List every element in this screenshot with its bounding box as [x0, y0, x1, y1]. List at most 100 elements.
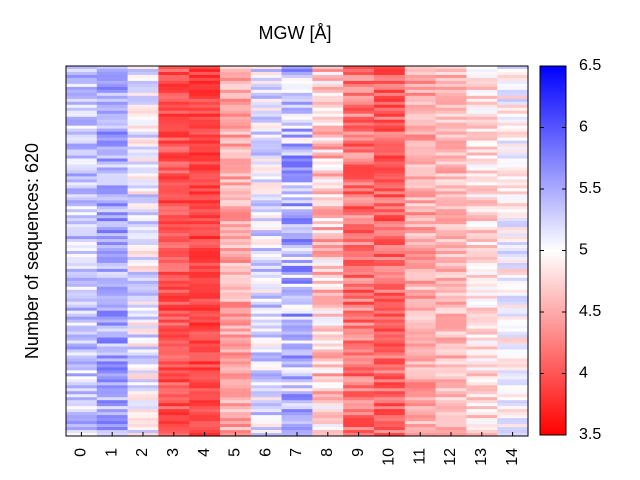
heatmap-cell: [435, 212, 467, 216]
heatmap-cell: [404, 71, 437, 76]
heatmap-cell: [158, 319, 190, 324]
heatmap-cell: [250, 409, 283, 413]
heatmap-cell: [250, 131, 283, 136]
heatmap-cell: [66, 122, 98, 127]
heatmap-cell: [250, 382, 283, 386]
heatmap-cell: [312, 110, 344, 115]
heatmap-cell: [343, 200, 375, 204]
heatmap-cell: [466, 397, 498, 401]
heatmap-cell: [66, 239, 98, 243]
heatmap-cell: [250, 331, 283, 336]
heatmap-cell: [466, 188, 498, 192]
heatmap-cell: [96, 406, 129, 410]
colorbar-tick-label: 6: [579, 119, 588, 136]
heatmap-cell: [250, 361, 283, 365]
heatmap-cell: [127, 316, 159, 321]
heatmap-cell: [250, 95, 283, 100]
heatmap-cell: [466, 113, 498, 118]
heatmap-cell: [435, 400, 467, 404]
heatmap-cell: [281, 122, 313, 127]
heatmap-cell: [466, 331, 498, 336]
heatmap-cell: [435, 230, 467, 234]
heatmap-cell: [312, 424, 344, 428]
heatmap-cell: [343, 131, 375, 136]
heatmap-cell: [189, 370, 221, 374]
x-tick-label: 8: [319, 448, 336, 457]
heatmap-cell: [281, 188, 313, 192]
heatmap-cell: [158, 262, 190, 267]
heatmap-cell: [66, 143, 98, 148]
heatmap-cell: [66, 367, 98, 371]
heatmap-cell: [435, 271, 467, 276]
heatmap-cell: [281, 227, 313, 231]
heatmap-cell: [374, 418, 406, 422]
heatmap-cell: [466, 98, 498, 103]
heatmap-cell: [497, 364, 529, 368]
heatmap-cell: [374, 304, 406, 309]
heatmap-cell: [497, 355, 529, 360]
heatmap-cell: [189, 98, 221, 103]
heatmap-cell: [96, 134, 129, 139]
heatmap-cell: [404, 391, 437, 395]
heatmap-cell: [404, 322, 437, 327]
heatmap-cell: [220, 158, 252, 163]
heatmap-cell: [220, 253, 252, 258]
heatmap-cell: [250, 176, 283, 180]
heatmap-cell: [374, 80, 406, 85]
heatmap-cell: [404, 337, 437, 342]
heatmap-cell: [220, 161, 252, 166]
heatmap-cell: [404, 421, 437, 425]
heatmap-cell: [66, 259, 98, 264]
heatmap-cell: [281, 421, 313, 425]
heatmap-cell: [374, 295, 406, 300]
heatmap-cell: [343, 277, 375, 282]
heatmap-cell: [374, 277, 406, 282]
heatmap-cell: [343, 379, 375, 383]
heatmap-cell: [466, 289, 498, 294]
heatmap-cell: [404, 409, 437, 413]
heatmap-cell: [66, 242, 98, 246]
heatmap-cell: [66, 361, 98, 365]
heatmap-cell: [497, 200, 529, 204]
heatmap-cell: [281, 289, 313, 294]
heatmap-cell: [250, 149, 283, 154]
heatmap-cell: [96, 173, 129, 177]
heatmap-cell: [66, 71, 98, 76]
heatmap-cell: [127, 74, 159, 79]
heatmap-cell: [127, 277, 159, 282]
heatmap-cell: [466, 346, 498, 351]
heatmap-cell: [127, 307, 159, 312]
heatmap-cell: [158, 412, 190, 416]
heatmap-cell: [127, 385, 159, 389]
heatmap-cell: [96, 155, 129, 160]
heatmap-cell: [435, 280, 467, 285]
heatmap-cell: [158, 343, 190, 348]
heatmap-cell: [435, 403, 467, 407]
heatmap-cell: [66, 418, 98, 422]
heatmap-cell: [66, 230, 98, 234]
heatmap-cell: [435, 83, 467, 88]
heatmap-cell: [497, 110, 529, 115]
x-tick-label: 0: [73, 448, 90, 457]
heatmap-cell: [281, 236, 313, 240]
heatmap-cell: [250, 86, 283, 91]
heatmap-cell: [374, 86, 406, 91]
heatmap-cell: [158, 152, 190, 157]
heatmap-cell: [435, 418, 467, 422]
heatmap-cell: [66, 197, 98, 201]
heatmap-cell: [96, 259, 129, 264]
heatmap-cell: [158, 167, 190, 172]
heatmap-cell: [127, 146, 159, 151]
heatmap-cell: [66, 200, 98, 204]
heatmap-cell: [374, 259, 406, 264]
heatmap-cell: [466, 239, 498, 243]
heatmap-cell: [127, 340, 159, 345]
heatmap-cell: [466, 212, 498, 216]
heatmap-cell: [66, 307, 98, 312]
heatmap-cell: [220, 409, 252, 413]
heatmap-cell: [220, 230, 252, 234]
heatmap-cell: [466, 253, 498, 258]
heatmap-cell: [127, 77, 159, 82]
heatmap-cell: [343, 233, 375, 237]
heatmap-cell: [158, 119, 190, 124]
